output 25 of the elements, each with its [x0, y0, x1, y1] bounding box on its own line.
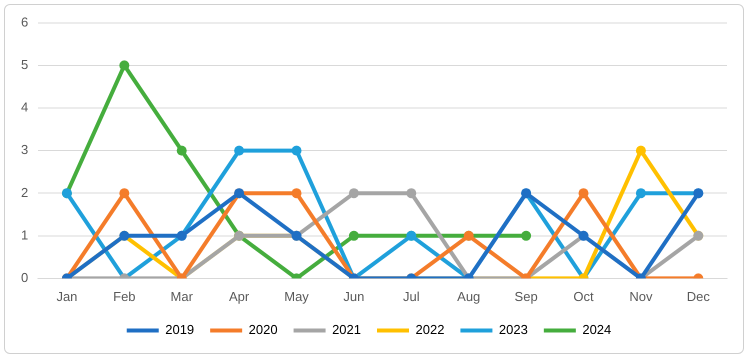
y-tick-label: 6 — [20, 14, 28, 30]
x-tick-label: Aug — [457, 288, 480, 304]
y-tick-label: 2 — [20, 184, 28, 200]
legend-label: 2024 — [582, 322, 612, 338]
x-tick-label: Oct — [573, 288, 594, 304]
x-tick-label: Dec — [686, 288, 710, 304]
y-tick-label: 1 — [20, 227, 28, 242]
x-tick-label: Sep — [514, 288, 538, 304]
y-tick-label: 0 — [20, 270, 28, 285]
legend-label: 2023 — [498, 322, 528, 338]
legend-label: 2019 — [165, 322, 194, 338]
x-tick-label: Jul — [403, 288, 420, 304]
x-tick-label: Feb — [113, 288, 136, 304]
legend-label: 2020 — [248, 322, 278, 338]
y-tick-label: 4 — [20, 100, 28, 115]
y-tick-label: 3 — [20, 142, 28, 158]
legend-label: 2021 — [332, 322, 361, 338]
legend-label: 2022 — [416, 322, 444, 338]
y-tick-label: 5 — [20, 56, 28, 72]
x-tick-label: May — [284, 288, 310, 304]
x-tick-label: Mar — [170, 288, 194, 304]
x-tick-label: Jun — [343, 288, 364, 304]
x-tick-label: Jan — [56, 288, 78, 304]
x-tick-label: Nov — [629, 288, 653, 304]
x-tick-label: Apr — [229, 288, 250, 304]
